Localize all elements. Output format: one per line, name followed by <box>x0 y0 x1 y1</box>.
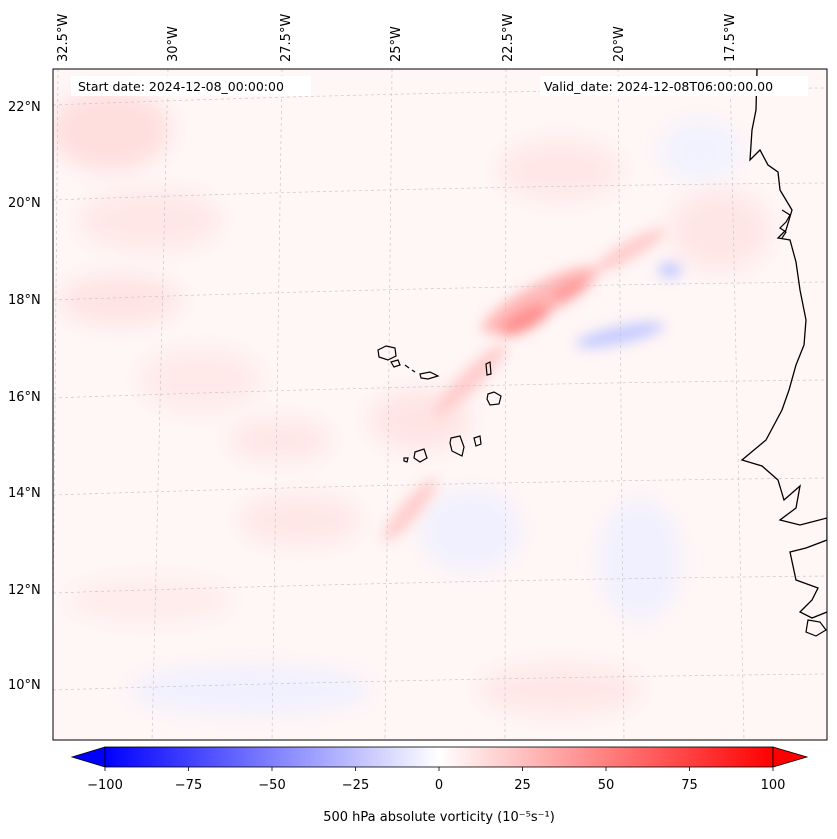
lat-label: 10°N <box>8 678 41 693</box>
colorbar: −100 −75 −50 −25 0 25 50 75 100 500 hPa … <box>70 746 809 825</box>
graticule <box>53 69 827 740</box>
colorbar-tick-label: −100 <box>87 778 123 793</box>
cape-verde-islands <box>377 345 502 463</box>
lat-label: 20°N <box>8 196 41 211</box>
lon-label: 30°W <box>166 26 181 62</box>
lat-label: 22°N <box>8 100 41 115</box>
colorbar-tick-label: −75 <box>175 778 202 793</box>
map-panel: Start date: 2024-12-08_00:00:00 Valid_da… <box>52 68 828 741</box>
vorticity-core <box>383 228 682 542</box>
colorbar-tick-label: −50 <box>258 778 285 793</box>
colorbar-ticks <box>104 767 774 771</box>
africa-coastline <box>740 69 827 619</box>
longitude-labels: 32.5°W 30°W 27.5°W 25°W 22.5°W 20°W 17.5… <box>56 14 738 62</box>
coastline-detail-south <box>805 619 827 637</box>
start-date-box <box>71 76 311 96</box>
colorbar-tick-label: 0 <box>435 778 443 793</box>
colorbar-label: 500 hPa absolute vorticity (10⁻⁵s⁻¹) <box>323 810 555 825</box>
lat-label: 12°N <box>8 583 41 598</box>
vorticity-field <box>53 90 770 715</box>
colorbar-extend-min <box>70 746 106 768</box>
lat-label: 16°N <box>8 390 41 405</box>
start-date-label: Start date: 2024-12-08_00:00:00 <box>78 79 284 94</box>
lon-label: 27.5°W <box>279 14 294 62</box>
latitude-labels: 22°N 20°N 18°N 16°N 14°N 12°N 10°N <box>8 100 41 693</box>
colorbar-gradient <box>104 746 774 768</box>
colorbar-tick-label: 100 <box>761 778 786 793</box>
colorbar-tick-label: 50 <box>598 778 615 793</box>
colorbar-extend-max <box>772 746 809 768</box>
colorbar-tick-label: 25 <box>514 778 531 793</box>
map-frame <box>52 68 828 741</box>
valid-date-label: Valid_date: 2024-12-08T06:00:00.00 <box>544 79 773 94</box>
lon-label: 17.5°W <box>723 14 738 62</box>
lon-label: 32.5°W <box>56 14 71 62</box>
lon-label: 20°W <box>612 26 627 62</box>
lat-label: 14°N <box>8 486 41 501</box>
colorbar-tick-labels: −100 −75 −50 −25 0 25 50 75 100 <box>87 778 785 793</box>
lat-label: 18°N <box>8 293 41 308</box>
lon-label: 22.5°W <box>501 14 516 62</box>
colorbar-tick-label: 75 <box>681 778 698 793</box>
coastline-detail <box>779 209 791 239</box>
colorbar-tick-label: −25 <box>342 778 369 793</box>
lon-label: 25°W <box>389 26 404 62</box>
valid-date-box <box>540 76 808 96</box>
